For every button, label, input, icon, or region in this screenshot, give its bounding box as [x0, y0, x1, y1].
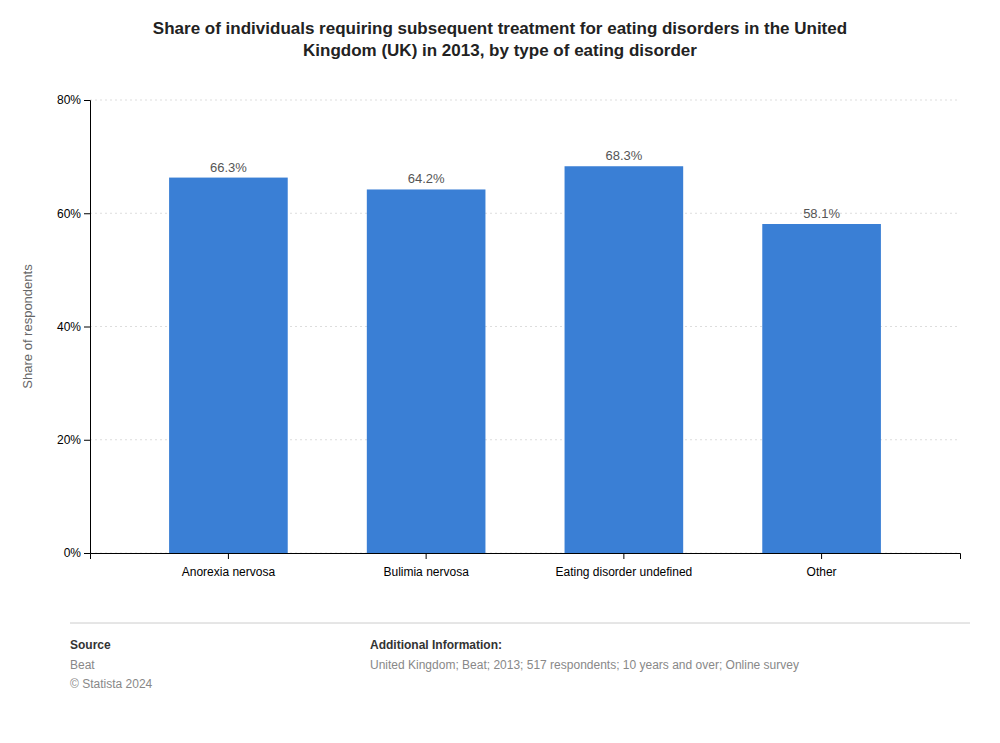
data-label: 64.2%	[408, 171, 445, 186]
axis-line	[91, 554, 961, 560]
footer-text: Beat© Statista 2024	[70, 658, 153, 691]
bars	[169, 166, 881, 553]
footer-separator	[70, 623, 970, 624]
chart-title: Share of individuals requiring subsequen…	[153, 19, 847, 60]
bar	[169, 178, 288, 553]
tick-label: 20%	[57, 433, 81, 447]
tick-label: 60%	[57, 207, 81, 221]
axis-line	[84, 101, 91, 554]
footer-heading: Additional Information:	[370, 638, 502, 652]
y-tick: 0%	[64, 546, 90, 560]
x-tick: Anorexia nervosa	[182, 553, 276, 579]
x-tick: Bulimia nervosa	[383, 553, 469, 579]
y-tick: 80%	[57, 93, 90, 107]
x-tick: Eating disorder undefined	[555, 553, 692, 579]
y-tick: 60%	[57, 207, 90, 221]
tick-mark	[821, 553, 822, 559]
tick-label: Eating disorder undefined	[555, 565, 692, 579]
y-tick: 20%	[57, 433, 90, 447]
tick-mark	[84, 553, 90, 554]
x-tick: Other	[807, 553, 837, 579]
data-label: 68.3%	[605, 148, 642, 163]
bar	[367, 189, 486, 553]
grid	[90, 100, 960, 553]
tick-mark	[84, 327, 90, 328]
tick-label: Bulimia nervosa	[383, 565, 469, 579]
bar	[565, 166, 684, 553]
plot-area: 66.3% 64.2% 68.3% 58.1% Anorexia nervosa Buli…	[20, 93, 961, 579]
footer-heading: Source	[70, 638, 111, 652]
tick-label: Other	[807, 565, 837, 579]
tick-label: Anorexia nervosa	[182, 565, 276, 579]
chart-root: Share of individuals requiring subsequen…	[0, 0, 1000, 743]
y-tick: 40%	[57, 320, 90, 334]
tick-mark	[84, 440, 90, 441]
data-label: 66.3%	[210, 160, 247, 175]
y-axis-title: Share of respondents	[20, 264, 35, 389]
bar	[762, 224, 881, 553]
data-label: 58.1%	[803, 206, 840, 221]
tick-mark	[84, 213, 90, 214]
tick-mark	[426, 553, 427, 559]
y-axis: 0% 20% 40% 60% 80%	[57, 93, 91, 560]
tick-label: 0%	[64, 546, 82, 560]
data-labels: 66.3% 64.2% 68.3% 58.1%	[210, 148, 840, 221]
tick-mark	[623, 553, 624, 559]
footer-text: United Kingdom; Beat; 2013; 517 responde…	[370, 658, 799, 672]
tick-label: 80%	[57, 93, 81, 107]
grid-line	[90, 100, 960, 101]
x-axis: Anorexia nervosa Bulimia nervosa Eating di…	[91, 553, 961, 579]
tick-mark	[228, 553, 229, 559]
tick-mark	[84, 100, 90, 101]
tick-label: 40%	[57, 320, 81, 334]
